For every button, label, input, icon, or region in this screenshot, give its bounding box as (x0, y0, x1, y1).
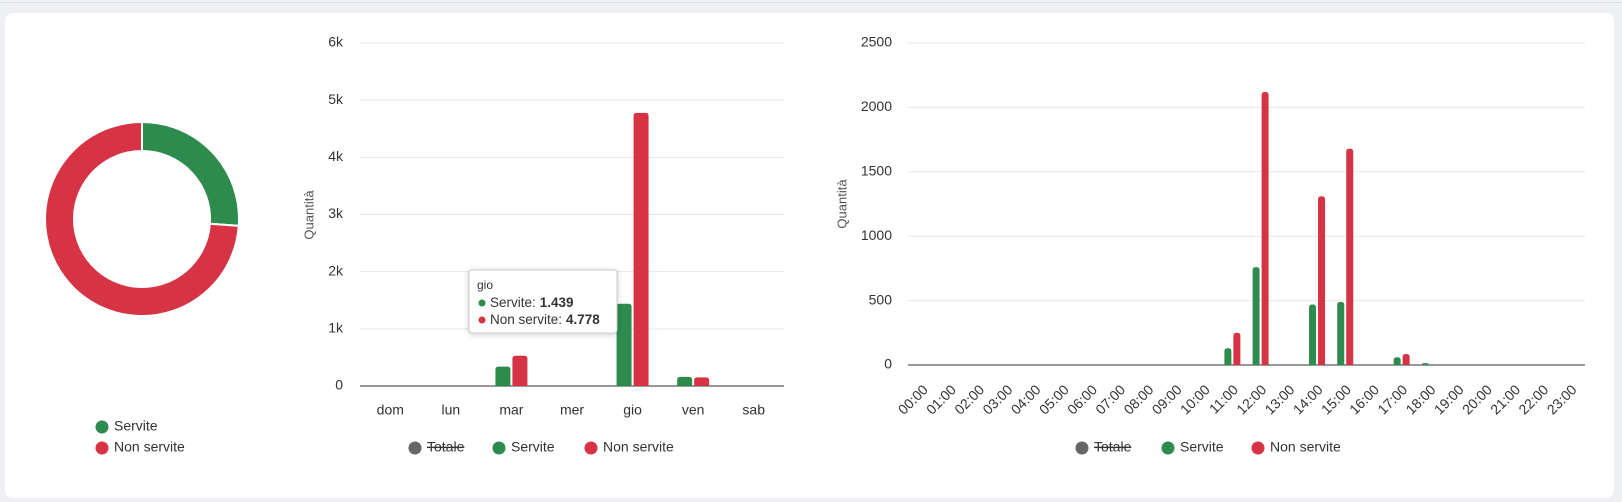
x-tick-label: 22:00 (1515, 381, 1551, 417)
bar (1402, 354, 1410, 365)
y-tick-label: 0 (335, 377, 343, 393)
x-tick-label: dom (377, 402, 404, 418)
x-tick-label: sab (742, 402, 765, 418)
x-tick-label: 06:00 (1064, 381, 1100, 417)
tooltip-value: 1.439 (540, 295, 574, 310)
legend-label: Servite (511, 439, 555, 455)
x-tick-label: 16:00 (1346, 381, 1382, 417)
legend-marker (492, 441, 506, 455)
top-border (0, 2, 1622, 3)
y-tick-label: 2000 (861, 98, 892, 114)
tooltip-entry: Non servite: 4.778 (490, 312, 600, 327)
card (5, 13, 1614, 498)
x-tick-label: 08:00 (1120, 381, 1156, 417)
x-tick-label: 04:00 (1008, 381, 1044, 417)
y-tick-label: 2500 (861, 34, 892, 50)
x-tick-label: 11:00 (1206, 381, 1242, 417)
bar (1393, 357, 1401, 365)
x-tick-label: 01:00 (923, 381, 959, 417)
bar (677, 376, 693, 386)
legend-marker (1161, 441, 1175, 455)
x-tick-label: 03:00 (979, 381, 1015, 417)
y-tick-label: 1500 (861, 163, 892, 179)
x-tick-label: ven (682, 402, 705, 418)
legend-label: Servite (114, 418, 158, 434)
legend-label: Non servite (1270, 439, 1341, 455)
bar (1233, 332, 1241, 365)
legend-marker (95, 441, 109, 455)
x-tick-label: 00:00 (895, 381, 931, 417)
legend-label: Non servite (603, 439, 674, 455)
tooltip-name: Servite: (490, 295, 536, 310)
bar (694, 377, 710, 386)
x-tick-label: 12:00 (1233, 381, 1269, 417)
x-tick-label: 09:00 (1149, 381, 1185, 417)
legend-marker (1075, 441, 1089, 455)
donut-slice (141, 120, 240, 227)
legend-marker (95, 420, 109, 434)
legend-marker (584, 441, 598, 455)
tooltip-marker (478, 299, 486, 307)
donut-slice (44, 120, 240, 317)
y-tick-label: 2k (328, 262, 344, 278)
y-axis-label: Quantità (301, 190, 316, 240)
x-tick-label: 17:00 (1374, 381, 1410, 417)
bar (616, 303, 632, 386)
tooltip-title: gio (477, 278, 493, 292)
tooltip-box (468, 269, 618, 334)
x-tick-label: 21:00 (1487, 381, 1523, 417)
bar (1421, 363, 1429, 365)
y-tick-label: 6k (328, 34, 344, 50)
legend-label: Non servite (114, 439, 185, 455)
y-tick-label: 500 (869, 291, 893, 307)
bar (512, 355, 528, 386)
x-tick-label: 19:00 (1431, 381, 1467, 417)
legend-marker (408, 441, 422, 455)
legend-marker (1251, 441, 1265, 455)
legend-label: Servite (1180, 439, 1224, 455)
bar (1261, 91, 1269, 365)
x-tick-label: 15:00 (1318, 381, 1354, 417)
x-tick-label: 07:00 (1092, 381, 1128, 417)
legend-label: Totale (1094, 439, 1132, 455)
bar (1337, 301, 1345, 365)
y-tick-label: 1k (328, 320, 344, 336)
x-tick-label: 10:00 (1177, 381, 1213, 417)
x-tick-label: 23:00 (1544, 381, 1580, 417)
tooltip-marker (478, 316, 486, 324)
bar (1309, 304, 1317, 365)
y-tick-label: 1000 (861, 227, 892, 243)
x-tick-label: mar (499, 402, 523, 418)
y-tick-label: 0 (884, 356, 892, 372)
x-tick-label: 05:00 (1036, 381, 1072, 417)
tooltip: gio Servite: 1.439 Non servite: 4.778 (468, 269, 618, 334)
y-axis-label: Quantità (834, 179, 849, 229)
legend-label: Totale (427, 439, 465, 455)
bar (1252, 267, 1260, 365)
x-tick-label: 18:00 (1402, 381, 1438, 417)
bar (1224, 348, 1232, 365)
tooltip-entry: Servite: 1.439 (490, 295, 574, 310)
x-tick-label: 20:00 (1459, 381, 1495, 417)
y-tick-label: 4k (328, 148, 344, 164)
x-tick-label: lun (442, 402, 461, 418)
tooltip-value: 4.778 (566, 312, 600, 327)
x-tick-label: 02:00 (951, 381, 987, 417)
bar (495, 366, 511, 386)
y-tick-label: 5k (328, 91, 344, 107)
x-tick-label: gio (623, 402, 642, 418)
bar (1346, 148, 1354, 365)
tooltip-name: Non servite: (490, 312, 562, 327)
bar (633, 112, 649, 386)
x-tick-label: 13:00 (1261, 381, 1297, 417)
bar (1318, 196, 1326, 365)
y-tick-label: 3k (328, 205, 344, 221)
x-tick-label: 14:00 (1290, 381, 1326, 417)
x-tick-label: mer (560, 402, 584, 418)
